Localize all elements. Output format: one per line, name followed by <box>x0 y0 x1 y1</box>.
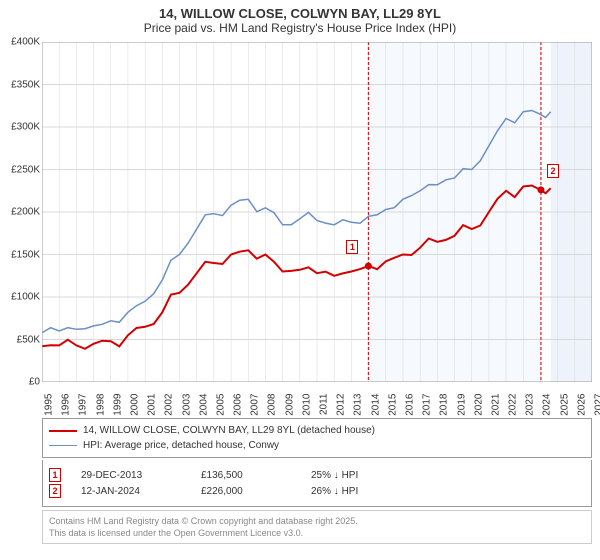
sale-marker-icon: 2 <box>49 484 61 498</box>
legend-row-2: HPI: Average price, detached house, Conw… <box>49 438 585 453</box>
x-tick-label: 2011 <box>318 394 329 416</box>
x-tick-label: 2017 <box>422 394 433 416</box>
sale-diff: 26% ↓ HPI <box>311 486 358 497</box>
x-tick-label: 1996 <box>61 394 72 416</box>
sale-marker-label: 2 <box>547 164 559 178</box>
legend-line-icon <box>49 445 77 447</box>
y-tick-label: £0 <box>0 377 40 388</box>
chart-title: 14, WILLOW CLOSE, COLWYN BAY, LL29 8YL <box>0 0 600 21</box>
sale-price: £226,000 <box>201 486 291 497</box>
y-tick-label: £400K <box>0 37 40 48</box>
x-tick-label: 2008 <box>267 394 278 416</box>
y-tick-label: £350K <box>0 79 40 90</box>
legend-line-icon <box>49 430 77 432</box>
x-tick-label: 2018 <box>439 394 450 416</box>
x-tick-label: 2007 <box>250 394 261 416</box>
x-tick-label: 2020 <box>473 394 484 416</box>
x-tick-label: 2010 <box>301 394 312 416</box>
legend-label-1: 14, WILLOW CLOSE, COLWYN BAY, LL29 8YL (… <box>83 423 375 438</box>
x-tick-label: 2001 <box>147 394 158 416</box>
x-tick-label: 2027 <box>594 394 600 416</box>
y-tick-label: £150K <box>0 249 40 260</box>
x-tick-label: 2012 <box>336 394 347 416</box>
sale-marker-label: 1 <box>346 240 358 254</box>
y-tick-label: £300K <box>0 122 40 133</box>
x-tick-label: 2009 <box>284 394 295 416</box>
legend-row-1: 14, WILLOW CLOSE, COLWYN BAY, LL29 8YL (… <box>49 423 585 438</box>
x-tick-label: 2026 <box>576 394 587 416</box>
x-tick-label: 2014 <box>370 394 381 416</box>
x-tick-label: 2024 <box>542 394 553 416</box>
footer-line-1: Contains HM Land Registry data © Crown c… <box>49 515 585 527</box>
x-tick-label: 2013 <box>353 394 364 416</box>
sale-date: 12-JAN-2024 <box>81 486 181 497</box>
x-tick-label: 2006 <box>233 394 244 416</box>
x-tick-label: 2019 <box>456 394 467 416</box>
x-tick-label: 1997 <box>78 394 89 416</box>
sale-date: 29-DEC-2013 <box>81 470 181 481</box>
x-tick-label: 1999 <box>112 394 123 416</box>
sale-price: £136,500 <box>201 470 291 481</box>
y-tick-label: £50K <box>0 334 40 345</box>
footer-attribution: Contains HM Land Registry data © Crown c… <box>42 510 592 544</box>
x-tick-label: 2002 <box>164 394 175 416</box>
y-tick-label: £100K <box>0 292 40 303</box>
sale-diff: 25% ↓ HPI <box>311 470 358 481</box>
sales-box: 1 29-DEC-2013 £136,500 25% ↓ HPI 2 12-JA… <box>42 460 592 507</box>
sale-marker-icon: 1 <box>49 468 61 482</box>
x-tick-label: 2025 <box>559 394 570 416</box>
footer-line-2: This data is licensed under the Open Gov… <box>49 527 585 539</box>
sale-row: 2 12-JAN-2024 £226,000 26% ↓ HPI <box>49 484 585 498</box>
x-tick-label: 2003 <box>181 394 192 416</box>
sale-row: 1 29-DEC-2013 £136,500 25% ↓ HPI <box>49 468 585 482</box>
x-tick-label: 2022 <box>508 394 519 416</box>
chart-subtitle: Price paid vs. HM Land Registry's House … <box>0 21 600 39</box>
x-tick-label: 2015 <box>387 394 398 416</box>
x-tick-label: 1998 <box>95 394 106 416</box>
x-tick-label: 2016 <box>405 394 416 416</box>
x-tick-label: 2005 <box>216 394 227 416</box>
x-tick-label: 2004 <box>198 394 209 416</box>
x-tick-label: 1995 <box>44 394 55 416</box>
y-tick-label: £250K <box>0 164 40 175</box>
legend-box: 14, WILLOW CLOSE, COLWYN BAY, LL29 8YL (… <box>42 418 592 458</box>
x-tick-label: 2023 <box>525 394 536 416</box>
chart-plot <box>42 42 592 382</box>
x-tick-label: 2000 <box>130 394 141 416</box>
legend-label-2: HPI: Average price, detached house, Conw… <box>83 438 279 453</box>
chart-container: 14, WILLOW CLOSE, COLWYN BAY, LL29 8YL P… <box>0 0 600 560</box>
y-tick-label: £200K <box>0 207 40 218</box>
x-tick-label: 2021 <box>491 394 502 416</box>
